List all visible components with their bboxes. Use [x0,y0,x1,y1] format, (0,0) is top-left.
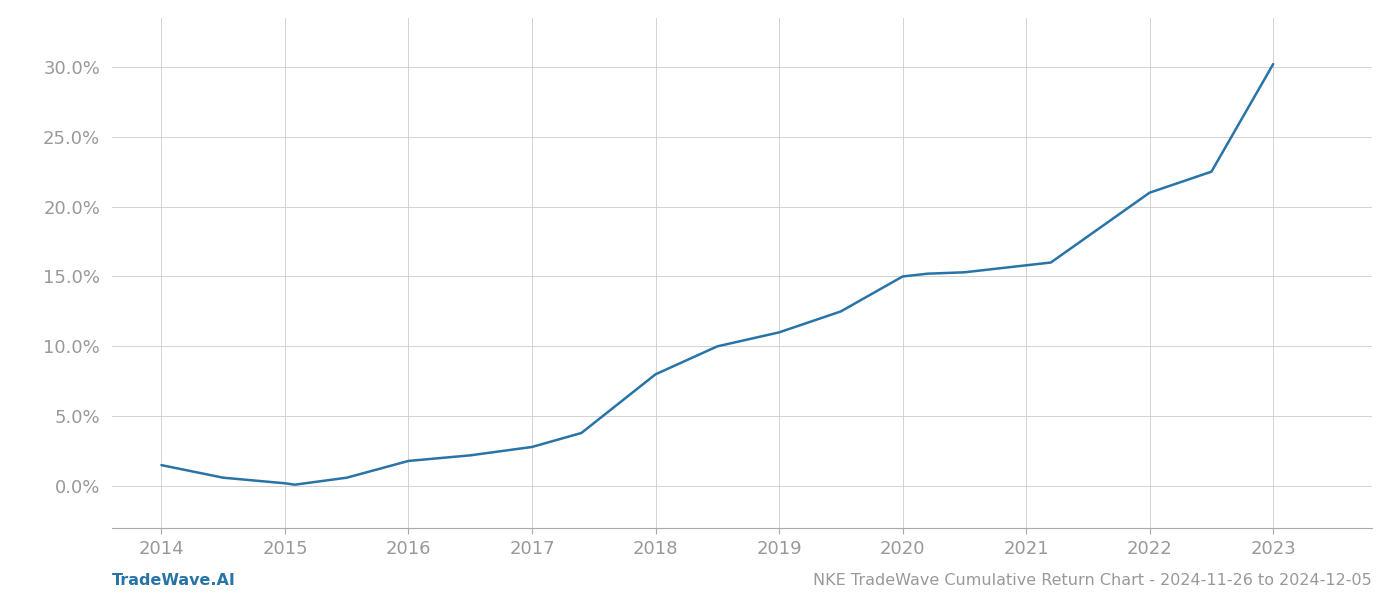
Text: TradeWave.AI: TradeWave.AI [112,573,235,588]
Text: NKE TradeWave Cumulative Return Chart - 2024-11-26 to 2024-12-05: NKE TradeWave Cumulative Return Chart - … [813,573,1372,588]
